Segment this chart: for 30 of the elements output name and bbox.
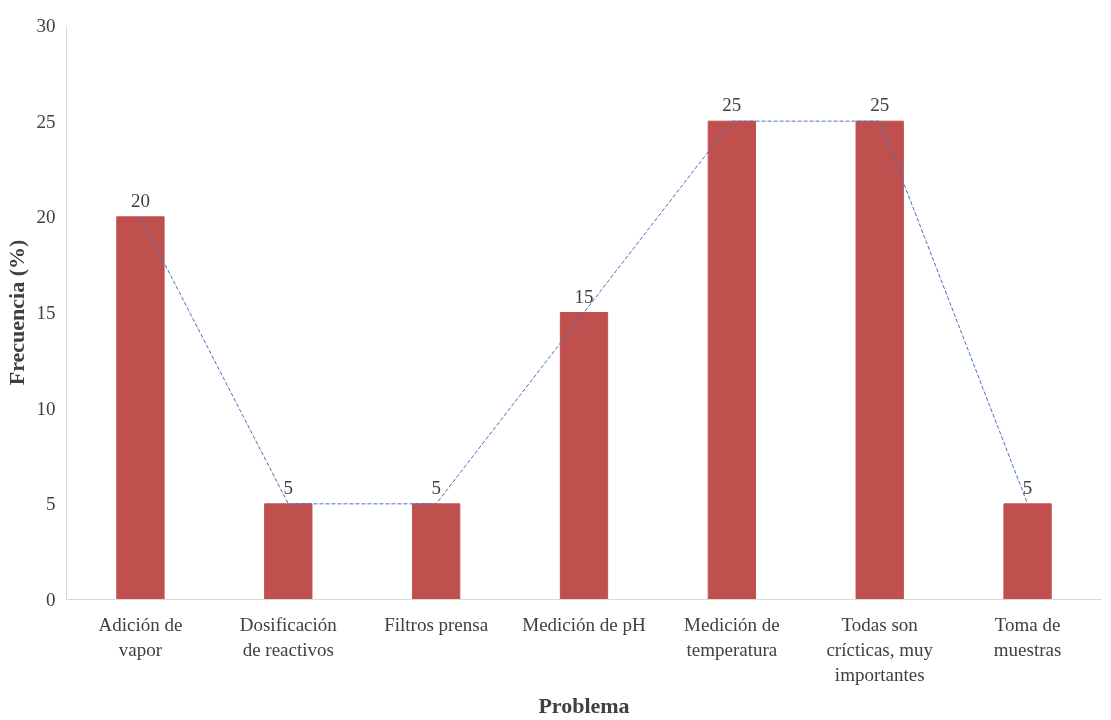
y-tick-label: 10	[36, 397, 56, 419]
bar	[1003, 503, 1052, 600]
x-axis-title: Problema	[538, 692, 630, 718]
x-tick-label: Dosificación de reactivos	[239, 613, 338, 660]
x-tick-label: Adición de vapor	[98, 613, 183, 660]
data-label: 25	[722, 94, 742, 116]
data-label: 5	[431, 476, 441, 498]
x-tick-label: Toma de muestras	[993, 613, 1062, 660]
data-label: 25	[870, 94, 890, 116]
y-tick-label: 0	[46, 589, 56, 610]
data-label: 15	[574, 285, 594, 307]
bar	[264, 503, 313, 600]
y-axis-title: Frecuencia (%)	[3, 239, 29, 386]
x-tick-label: Medición de pH	[522, 613, 647, 635]
y-tick-label: 20	[36, 206, 56, 228]
data-label: 5	[283, 476, 294, 498]
data-label: 20	[130, 189, 150, 211]
y-tick-label: 5	[46, 493, 56, 515]
bar	[116, 216, 165, 600]
bar	[559, 312, 609, 600]
y-tick-label: 30	[36, 15, 56, 36]
x-tick-label: Filtros prensa	[384, 613, 489, 635]
x-tick-label: Todas son crícticas, muy importantes	[826, 613, 934, 685]
y-tick-label: 25	[36, 110, 56, 132]
bar	[411, 503, 461, 600]
y-tick-label: 15	[36, 302, 56, 323]
data-label: 5	[1022, 476, 1033, 498]
x-tick-label: Medición de temperatura	[684, 613, 780, 660]
bar	[855, 120, 904, 600]
bar	[707, 120, 757, 600]
